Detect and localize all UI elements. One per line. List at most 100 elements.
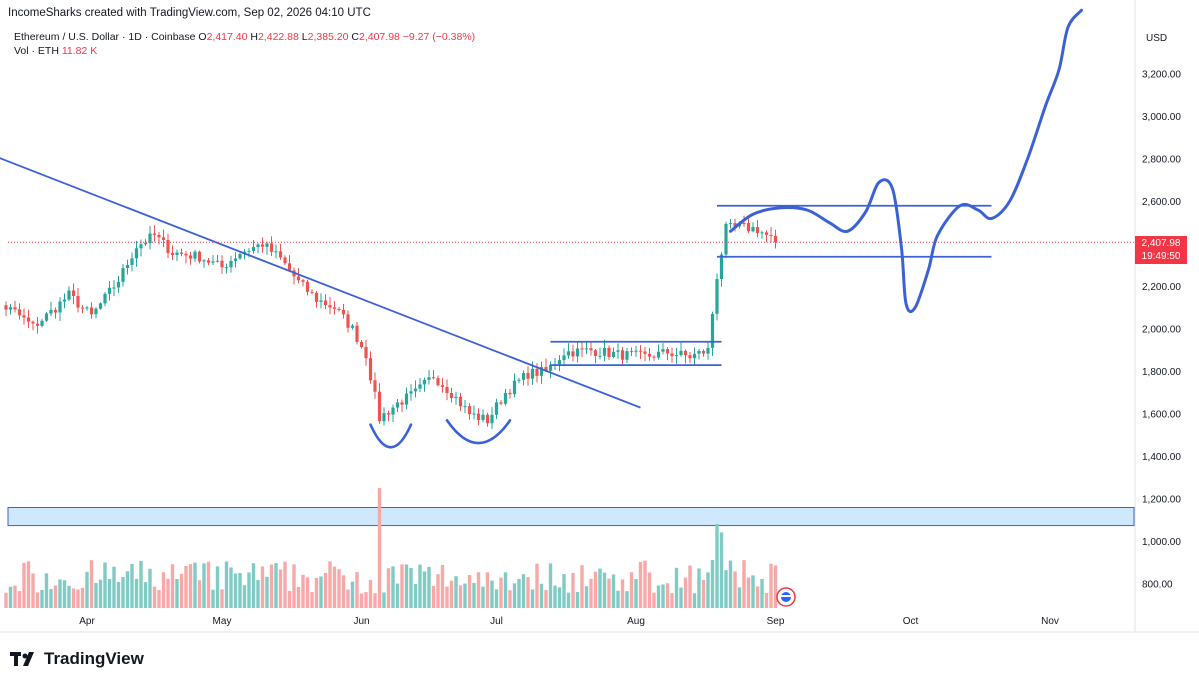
volume-value: 11.82 K <box>61 45 98 57</box>
candle <box>593 350 598 356</box>
volume-bar <box>395 583 400 608</box>
high-value: 2,422.88 <box>257 31 299 43</box>
volume-bar <box>701 579 706 608</box>
candles <box>4 215 778 430</box>
candle <box>575 348 580 357</box>
volume-bar <box>265 576 269 608</box>
volume-bar <box>247 572 251 608</box>
candle <box>422 379 427 385</box>
candle <box>161 237 166 240</box>
candle <box>602 347 607 356</box>
drawings[interactable] <box>0 8 1134 449</box>
candle <box>463 406 467 408</box>
candle <box>4 305 8 310</box>
candle <box>413 388 418 392</box>
candle <box>58 301 62 313</box>
candle <box>607 347 611 358</box>
volume-bar <box>341 575 346 608</box>
flag-icon[interactable] <box>776 587 796 607</box>
candle <box>170 252 175 255</box>
volume-bar <box>355 572 359 608</box>
volume-bar <box>242 585 247 608</box>
candle <box>26 317 31 322</box>
candle <box>571 351 575 357</box>
volume-bar <box>211 589 215 608</box>
volume-bar <box>328 561 332 608</box>
candle <box>233 258 238 261</box>
candle <box>13 307 17 310</box>
candle <box>8 307 13 310</box>
volume-bar <box>382 592 386 608</box>
candle <box>404 393 409 405</box>
volume-bar <box>166 578 170 608</box>
last-price-value: 2,407.98 <box>1141 238 1181 249</box>
candle <box>269 243 274 252</box>
price-axis[interactable]: 800.00 1,000.00 1,200.00 1,400.00 1,600.00 1,… <box>1142 70 1181 591</box>
candle <box>44 313 49 321</box>
volume-bar <box>476 572 481 608</box>
volume-bar <box>733 571 737 608</box>
candle <box>755 227 760 233</box>
footer-brand[interactable]: TradingView <box>10 648 144 670</box>
price-tick-label: 2,800.00 <box>1142 155 1181 166</box>
volume-bar <box>197 580 202 608</box>
volume-bar <box>301 574 305 608</box>
candle <box>467 406 472 415</box>
candle <box>355 325 359 342</box>
volume-bar <box>575 592 580 608</box>
volume-bar <box>103 562 107 608</box>
demand-zone <box>7 507 1135 527</box>
volume-label[interactable]: Vol · ETH <box>14 45 59 57</box>
candle <box>710 313 715 348</box>
candle <box>454 396 458 399</box>
volume-bar <box>440 564 445 608</box>
candle <box>224 267 229 269</box>
candle <box>557 360 562 365</box>
volume-bar <box>116 581 121 608</box>
volume-bar <box>665 583 670 608</box>
candle <box>35 323 40 326</box>
candle <box>512 380 517 395</box>
symbol-title[interactable]: Ethereum / U.S. Dollar · 1D · Coinbase <box>14 31 196 43</box>
volume-bar <box>89 560 94 608</box>
candle <box>116 281 121 288</box>
candle <box>98 303 103 309</box>
candle <box>103 293 107 304</box>
volume-bar <box>616 590 620 608</box>
volume-bar <box>58 579 62 608</box>
volume-bar <box>431 585 436 608</box>
candle <box>647 353 652 357</box>
candle <box>485 414 490 424</box>
volume-bar <box>499 577 503 608</box>
candle <box>157 234 161 238</box>
candle <box>760 232 764 234</box>
candle <box>323 300 328 306</box>
volume-bar <box>283 561 287 608</box>
candle <box>521 372 526 380</box>
volume-bar <box>310 592 314 608</box>
candle <box>409 391 413 394</box>
candle <box>112 287 116 289</box>
volume-bar <box>728 560 733 608</box>
candle <box>134 248 139 259</box>
volume-bar <box>305 577 310 608</box>
candle <box>517 379 521 381</box>
volume-bar <box>751 575 755 608</box>
candle <box>418 384 422 389</box>
candle <box>94 308 98 315</box>
volume-bar <box>364 592 368 608</box>
volume-bar <box>76 589 80 608</box>
candle <box>71 290 76 296</box>
volume-bar <box>139 560 143 608</box>
volume-bar <box>562 574 566 608</box>
time-tick-label: Nov <box>1041 616 1059 627</box>
candle <box>773 235 778 243</box>
volume-bar <box>607 578 611 608</box>
candle <box>359 341 364 347</box>
candle <box>215 260 220 262</box>
time-axis[interactable]: Apr May Jun Jul Aug Sep Oct Nov <box>79 616 1059 627</box>
candle <box>211 261 215 263</box>
volume-bar <box>269 564 274 608</box>
volume-bar <box>17 591 22 608</box>
